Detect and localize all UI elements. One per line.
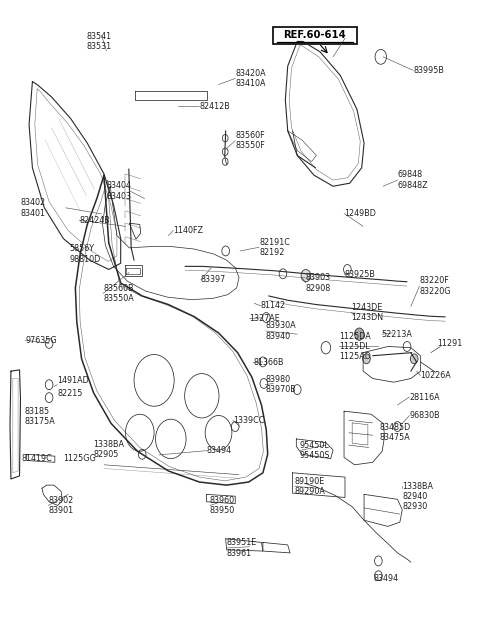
- Text: 83995B: 83995B: [413, 66, 444, 75]
- Text: 1338BA: 1338BA: [402, 482, 433, 491]
- Circle shape: [363, 354, 370, 364]
- Text: REF.60-614: REF.60-614: [284, 30, 346, 40]
- Text: 83560F
83550F: 83560F 83550F: [235, 131, 265, 150]
- Text: 82215: 82215: [57, 389, 83, 398]
- Text: 97635G: 97635G: [25, 336, 57, 345]
- Text: 81142: 81142: [261, 301, 286, 310]
- Text: 83925B: 83925B: [345, 270, 376, 279]
- Text: 83960
83950: 83960 83950: [210, 496, 235, 515]
- Text: 83930A
83940: 83930A 83940: [266, 321, 296, 341]
- Text: 1140FZ: 1140FZ: [173, 226, 203, 235]
- Text: 1338BA
82905: 1338BA 82905: [94, 439, 124, 459]
- Text: 1243DE
1243DN: 1243DE 1243DN: [351, 303, 384, 322]
- Text: 69848
69848Z: 69848 69848Z: [397, 170, 428, 190]
- Text: 83903
82908: 83903 82908: [306, 274, 331, 293]
- Text: 82412B: 82412B: [199, 102, 230, 111]
- Text: 83185
83175A: 83185 83175A: [24, 407, 55, 426]
- Text: 82191C
82192: 82191C 82192: [259, 238, 290, 257]
- Text: 82940
82930: 82940 82930: [402, 492, 428, 511]
- Text: 5856Y
98810D: 5856Y 98810D: [70, 245, 101, 264]
- Text: 52213A: 52213A: [382, 330, 413, 339]
- Text: 83220F
83220G: 83220F 83220G: [420, 277, 451, 296]
- Text: 83560B
83550A: 83560B 83550A: [103, 284, 134, 303]
- Text: 10226A: 10226A: [420, 371, 451, 380]
- Text: 83420A
83410A: 83420A 83410A: [235, 69, 266, 88]
- Text: 11291: 11291: [437, 339, 462, 348]
- Text: 1327AE: 1327AE: [250, 314, 280, 323]
- Text: 83494: 83494: [373, 574, 399, 583]
- Text: 83397: 83397: [201, 275, 226, 284]
- Text: 28116A: 28116A: [409, 392, 440, 402]
- Text: 83404
83403: 83404 83403: [107, 181, 132, 201]
- Text: 83494: 83494: [206, 446, 232, 455]
- Text: 83951E
83961: 83951E 83961: [227, 539, 257, 558]
- Text: 1125GG: 1125GG: [63, 454, 96, 463]
- Circle shape: [301, 269, 311, 282]
- Text: 95450L
95450S: 95450L 95450S: [299, 441, 330, 461]
- Text: 81419C: 81419C: [22, 454, 53, 463]
- Text: 81366B: 81366B: [253, 358, 284, 367]
- Text: 89190E
89290A: 89190E 89290A: [295, 477, 326, 496]
- Text: 83485D
83475A: 83485D 83475A: [380, 423, 411, 443]
- Text: 83541
83531: 83541 83531: [87, 32, 112, 51]
- Text: 1125DA
1125DL
1125AD: 1125DA 1125DL 1125AD: [339, 332, 371, 361]
- Text: 1339CC: 1339CC: [233, 416, 264, 425]
- Circle shape: [410, 354, 418, 364]
- Text: 83980
83970B: 83980 83970B: [265, 375, 296, 394]
- Text: 82424B: 82424B: [79, 215, 110, 225]
- Text: 83402
83401: 83402 83401: [21, 198, 46, 217]
- Text: 83902
83901: 83902 83901: [48, 496, 73, 515]
- Text: 1249BD: 1249BD: [344, 209, 376, 218]
- Text: 96830B: 96830B: [409, 411, 440, 420]
- Text: 1491AD: 1491AD: [57, 376, 89, 385]
- Circle shape: [355, 328, 364, 340]
